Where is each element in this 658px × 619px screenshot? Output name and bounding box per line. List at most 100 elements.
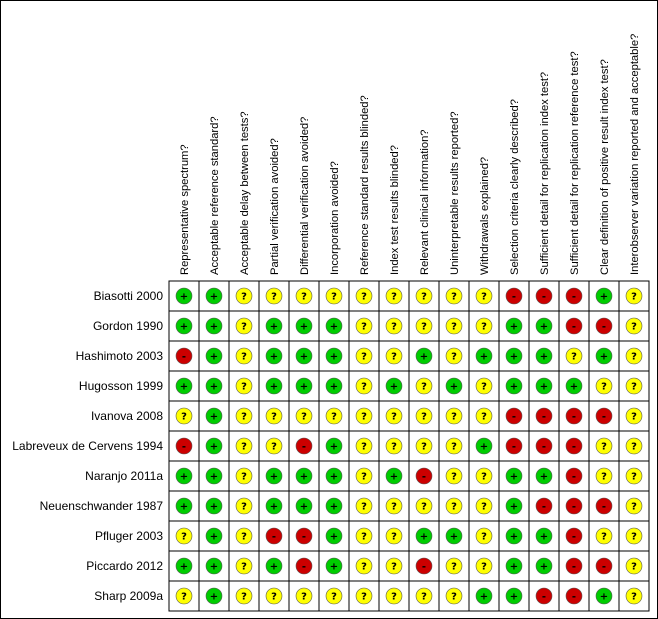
rating-cell: ? [625, 377, 643, 395]
rating-cell: - [595, 497, 613, 515]
rating-cell: ? [475, 527, 493, 545]
rating-cell: - [565, 287, 583, 305]
rating-marker [535, 347, 553, 365]
rating-marker [565, 317, 583, 335]
rating-marker [625, 557, 643, 575]
rating-symbol: ? [631, 532, 637, 543]
rating-cell: + [265, 497, 283, 515]
rating-marker [445, 287, 463, 305]
rating-cell: ? [355, 317, 373, 335]
rating-symbol: ? [421, 502, 427, 513]
rating-marker [535, 377, 553, 395]
rating-marker [175, 317, 193, 335]
rating-cell: + [535, 317, 553, 335]
rating-symbol: + [210, 532, 218, 543]
rating-marker [355, 347, 373, 365]
rating-symbol: ? [421, 292, 427, 303]
rating-symbol: + [540, 532, 548, 543]
rating-cell: + [325, 497, 343, 515]
rating-marker [475, 317, 493, 335]
rating-marker [235, 467, 253, 485]
rating-marker [445, 587, 463, 605]
rating-symbol: - [512, 412, 516, 423]
column-header: Partial verification avoided? [269, 138, 281, 275]
rating-cell: ? [445, 287, 463, 305]
rating-marker [445, 467, 463, 485]
rating-marker [295, 557, 313, 575]
rating-symbol: ? [391, 502, 397, 513]
rating-cell: + [205, 287, 223, 305]
rating-marker [355, 437, 373, 455]
rating-cell: ? [415, 407, 433, 425]
rating-symbol: - [182, 442, 186, 453]
rating-marker [235, 287, 253, 305]
row-label: Hugosson 1999 [79, 379, 163, 393]
rating-symbol: ? [481, 472, 487, 483]
rating-marker [505, 497, 523, 515]
rating-cell: - [535, 407, 553, 425]
rating-cell: ? [415, 377, 433, 395]
rating-symbol: + [210, 382, 218, 393]
rating-symbol: + [330, 322, 338, 333]
rating-marker [175, 497, 193, 515]
rating-cell: ? [625, 557, 643, 575]
rating-symbol: - [512, 442, 516, 453]
rating-cell: + [535, 527, 553, 545]
rating-marker [565, 377, 583, 395]
rating-marker [565, 527, 583, 545]
rating-marker [595, 407, 613, 425]
rating-marker [235, 317, 253, 335]
rating-symbol: + [210, 502, 218, 513]
rating-symbol: ? [421, 592, 427, 603]
rating-symbol: - [542, 442, 546, 453]
rating-cell: ? [385, 587, 403, 605]
rating-symbol: ? [241, 472, 247, 483]
rating-symbol: ? [241, 562, 247, 573]
rating-marker [175, 287, 193, 305]
rating-marker [535, 287, 553, 305]
rating-marker [385, 557, 403, 575]
rating-cell: + [415, 527, 433, 545]
rating-marker [295, 317, 313, 335]
rating-cell: ? [235, 497, 253, 515]
rating-cell: ? [355, 377, 373, 395]
rating-cell: ? [325, 407, 343, 425]
row-label: Piccardo 2012 [86, 559, 163, 573]
rating-symbol: - [572, 592, 576, 603]
rating-cell: ? [445, 557, 463, 575]
column-header: Incorporation avoided? [329, 161, 341, 275]
rating-marker [505, 587, 523, 605]
rating-symbol: + [270, 502, 278, 513]
rating-marker [625, 317, 643, 335]
column-header: Acceptable reference standard? [209, 116, 221, 275]
rating-marker [595, 527, 613, 545]
rating-symbol: + [210, 442, 218, 453]
rating-symbol: ? [631, 472, 637, 483]
rating-cell: ? [325, 587, 343, 605]
rating-cell: ? [355, 437, 373, 455]
rating-marker [415, 407, 433, 425]
rating-symbol: - [572, 442, 576, 453]
rating-marker [595, 437, 613, 455]
rating-symbol: ? [481, 322, 487, 333]
rating-cell: + [265, 557, 283, 575]
rating-marker [385, 437, 403, 455]
rating-marker [625, 497, 643, 515]
rating-cell: ? [625, 437, 643, 455]
rating-marker [385, 407, 403, 425]
rating-cell: - [565, 317, 583, 335]
rating-symbol: - [542, 292, 546, 303]
rating-symbol: ? [331, 292, 337, 303]
rating-cell: ? [445, 437, 463, 455]
rating-symbol: + [510, 352, 518, 363]
rating-marker [205, 587, 223, 605]
rating-symbol: ? [361, 352, 367, 363]
rating-cell: ? [265, 587, 283, 605]
rating-cell: ? [235, 347, 253, 365]
rating-cell: + [295, 467, 313, 485]
rating-cell: + [175, 497, 193, 515]
rating-marker [475, 497, 493, 515]
rating-marker [235, 437, 253, 455]
rating-marker [325, 317, 343, 335]
rating-marker [445, 557, 463, 575]
